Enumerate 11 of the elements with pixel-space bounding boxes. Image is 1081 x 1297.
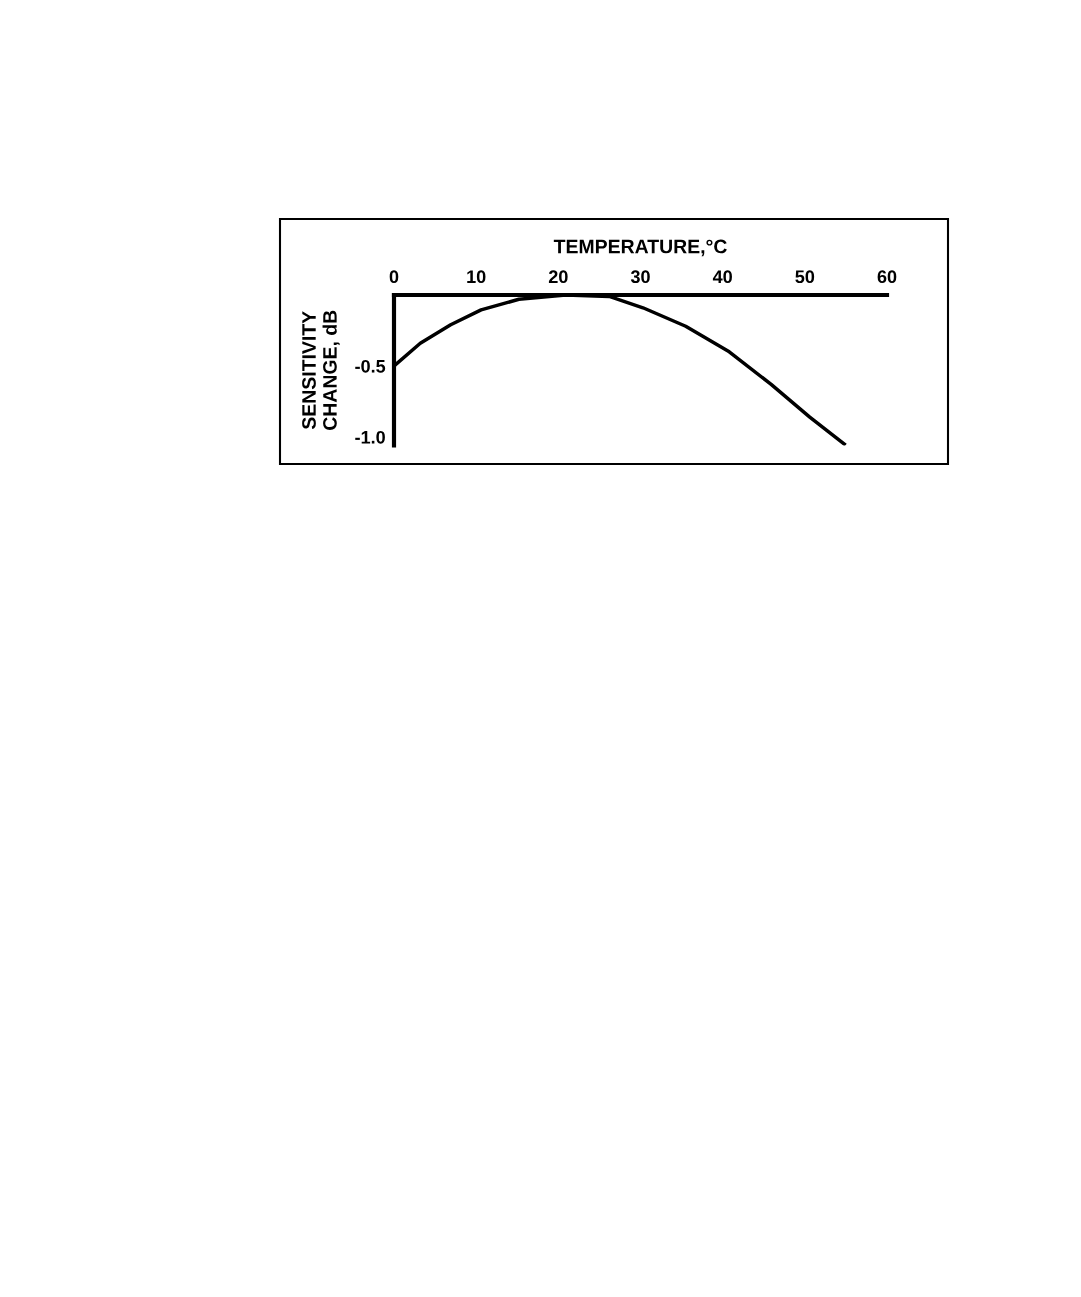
x-tick-label: 40 <box>712 270 732 284</box>
y-tick-label: -0.5 <box>355 359 386 373</box>
x-tick-label: 60 <box>877 270 897 284</box>
y-tick-label: -1.0 <box>355 430 385 444</box>
x-tick-label: 20 <box>548 270 568 284</box>
x-tick-label: 50 <box>795 270 815 284</box>
x-tick-label: 10 <box>467 270 486 284</box>
y-axis-title: SENSITIVITY CHANGE, dB <box>302 310 340 430</box>
x-tick-label: 30 <box>630 270 650 284</box>
x-tick-label: 0 <box>389 270 399 284</box>
x-axis-title: TEMPERATURE,°C <box>553 239 727 257</box>
